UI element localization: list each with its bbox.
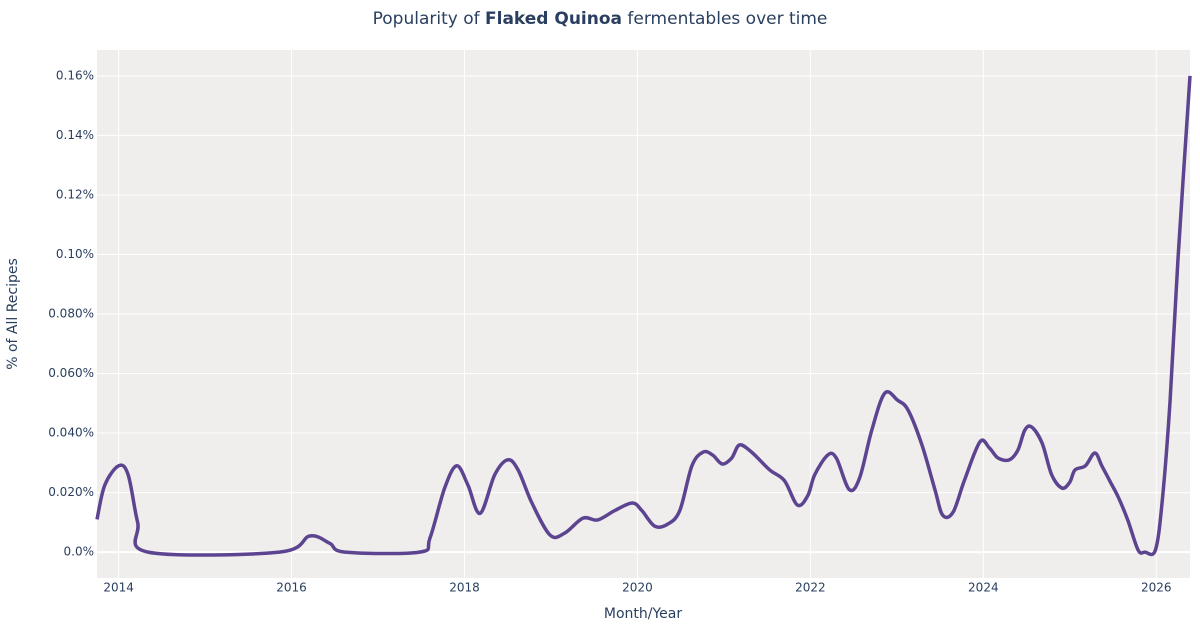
y-axis-title: % of All Recipes [5, 258, 21, 370]
x-tick-label: 2026 [1141, 581, 1172, 595]
y-tick-label: 0.040% [48, 426, 94, 440]
chart-title: Popularity of Flaked Quinoa fermentables… [373, 9, 828, 29]
y-tick-label: 0.10% [56, 247, 94, 261]
y-tick-label: 0.080% [48, 307, 94, 321]
marks [95, 75, 1192, 557]
y-tick-label: 0.16% [56, 68, 94, 82]
y-tick-label: 0.020% [48, 485, 94, 499]
y-tick-label: 0.14% [56, 128, 94, 142]
x-tick-label: 2016 [276, 581, 307, 595]
title-start: Popularity of [373, 9, 485, 29]
x-tick-label: 2024 [968, 581, 999, 595]
x-tick-label: 2020 [622, 581, 653, 595]
grid [97, 50, 1190, 578]
line [95, 75, 1192, 557]
y-tick-label: 0.12% [56, 187, 94, 201]
x-axis-title: Month/Year [604, 606, 682, 622]
x-tick-label: 2014 [103, 581, 134, 595]
x-tick-label: 2018 [449, 581, 480, 595]
title-emphasis: Flaked Quinoa [485, 9, 622, 29]
y-tick-label: 0.060% [48, 366, 94, 380]
x-tick-label: 2022 [795, 581, 826, 595]
title-end: fermentables over time [622, 9, 827, 29]
y-tick-label: 0.0% [64, 545, 95, 559]
